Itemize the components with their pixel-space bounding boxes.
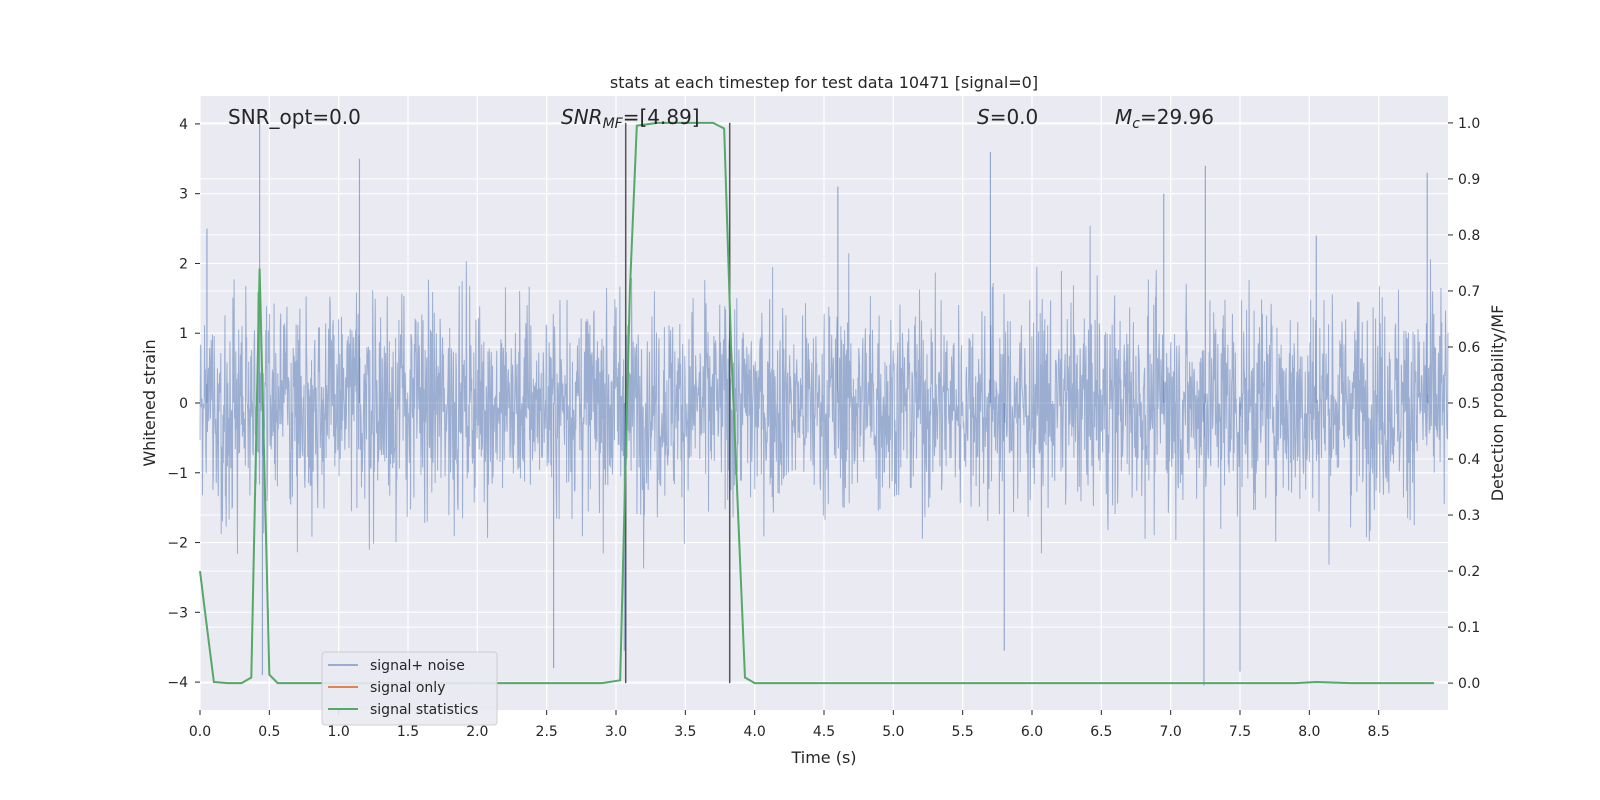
annotation-s: S=0.0	[977, 105, 1038, 129]
x-tick-label: 8.5	[1368, 724, 1390, 740]
x-tick-label: 4.5	[813, 724, 835, 740]
annotation-mc-base: M	[1115, 105, 1132, 129]
x-tick-label: 0.0	[189, 724, 211, 740]
annotation-snr-mf-value: =[4.89]	[623, 105, 700, 129]
legend-label-noise: signal+ noise	[370, 658, 465, 674]
x-tick-label: 8.0	[1298, 724, 1320, 740]
y-right-tick-label: 0.2	[1458, 564, 1480, 580]
chart-legend: signal+ noise signal only signal statist…	[321, 651, 498, 726]
noise-trace	[199, 225, 1449, 569]
x-tick-label: 2.5	[536, 724, 558, 740]
x-tick-label: 3.0	[605, 724, 627, 740]
y-tick-label: 1	[179, 326, 188, 342]
y-tick-label: −4	[167, 675, 188, 691]
annotation-mc: Mc=29.96	[1115, 105, 1214, 132]
annotation-mc-value: =29.96	[1140, 105, 1214, 129]
y-tick-label: 0	[179, 396, 188, 412]
stats-line	[199, 121, 1435, 685]
annotation-s-symbol: S	[977, 105, 990, 129]
annotation-s-value: =0.0	[990, 105, 1039, 129]
x-tick-label: 2.0	[466, 724, 488, 740]
annotation-mc-sub: c	[1132, 116, 1140, 132]
y-right-tick-label: 0.8	[1458, 228, 1480, 244]
chart-y-ticks-right: 0.0 0.1 0.2 0.3 0.4 0.5 0.6 0.7 0.8 0.9 1.0	[1448, 116, 1480, 692]
y-right-tick-label: 0.3	[1458, 508, 1480, 524]
x-tick-label: 6.0	[1021, 724, 1043, 740]
x-tick-label: 7.5	[1229, 724, 1251, 740]
x-tick-label: 0.5	[258, 724, 280, 740]
x-tick-label: 4.0	[744, 724, 766, 740]
annotation-snr-mf-base: SNR	[561, 105, 603, 129]
chart-x-label: Time (s)	[790, 748, 856, 767]
annotation-snr-mf: SNRMF=[4.89]	[561, 105, 700, 132]
chart-y-ticks: −4 −3 −2 −1 0 1 2 3 4	[167, 117, 200, 691]
y-right-tick-label: 0.7	[1458, 284, 1480, 300]
y-right-tick-label: 0.5	[1458, 396, 1480, 412]
chart-stats-series	[199, 121, 1435, 685]
annotation-snr-mf-sub: MF	[603, 116, 624, 132]
legend-label-stats: signal statistics	[370, 702, 478, 718]
y-tick-label: −3	[167, 605, 188, 621]
legend-box	[321, 651, 498, 726]
x-tick-label: 1.5	[397, 724, 419, 740]
chart-title: stats at each timestep for test data 104…	[610, 73, 1038, 92]
chart-y-label-right: Detection probability/MF	[1488, 305, 1507, 502]
x-tick-label: 6.5	[1090, 724, 1112, 740]
x-tick-label: 1.0	[328, 724, 350, 740]
chart-noise-series	[199, 120, 1449, 686]
annotation-snr-opt: SNR_opt=0.0	[228, 105, 361, 129]
y-right-tick-label: 0.9	[1458, 172, 1480, 188]
x-tick-label: 7.0	[1160, 724, 1182, 740]
chart-y-label: Whitened strain	[140, 339, 159, 466]
x-tick-label: 5.0	[882, 724, 904, 740]
y-tick-label: −2	[167, 536, 188, 552]
y-tick-label: −1	[167, 466, 188, 482]
x-tick-label: 5.5	[952, 724, 974, 740]
y-tick-label: 3	[179, 187, 188, 203]
y-right-tick-label: 1.0	[1458, 116, 1480, 132]
y-tick-label: 2	[179, 256, 188, 272]
y-right-tick-label: 0.4	[1458, 452, 1480, 468]
x-tick-label: 3.5	[674, 724, 696, 740]
y-right-tick-label: 0.6	[1458, 340, 1480, 356]
y-right-tick-label: 0.1	[1458, 620, 1480, 636]
legend-label-signal: signal only	[370, 680, 445, 696]
chart-vlines	[624, 122, 731, 684]
y-tick-label: 4	[179, 117, 188, 133]
y-right-tick-label: 0.0	[1458, 676, 1480, 692]
chart-x-ticks: 0.0 0.5 1.0 1.5 2.0 2.5 3.0 3.5 4.0 4.5 5.0 5.5 6.0 6…	[189, 710, 1390, 740]
